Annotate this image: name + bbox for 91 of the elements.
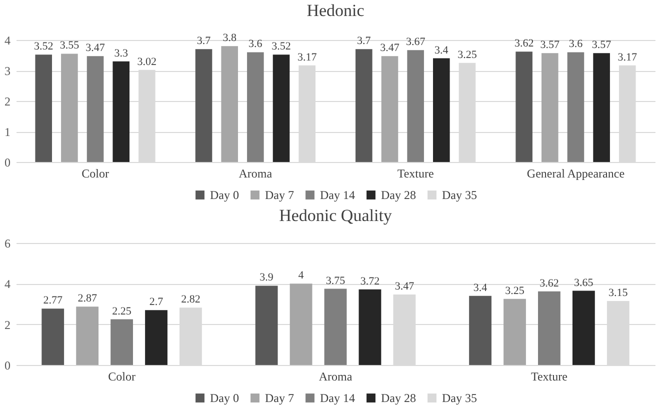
bar xyxy=(358,289,382,365)
chart-title: Hedonic xyxy=(306,1,365,20)
bar xyxy=(86,56,104,162)
bar xyxy=(567,52,584,162)
data-label: 3.75 xyxy=(326,274,346,287)
x-tick-label: Texture xyxy=(530,370,568,384)
x-tick-label: Texture xyxy=(397,166,434,180)
data-label: 3.17 xyxy=(618,51,638,64)
data-label: 3.17 xyxy=(297,51,318,64)
data-label: 2.25 xyxy=(112,305,132,318)
data-label: 3.15 xyxy=(608,286,628,299)
bar xyxy=(324,288,347,365)
bar xyxy=(542,53,558,162)
x-tick-label: Aroma xyxy=(238,166,273,180)
y-tick-label: 2 xyxy=(4,94,10,108)
bar xyxy=(407,50,424,162)
data-label: 2.77 xyxy=(43,294,63,307)
bar xyxy=(290,284,312,365)
bar xyxy=(272,54,290,162)
y-tick-label: 1 xyxy=(4,125,10,139)
bar xyxy=(145,310,168,365)
bar xyxy=(356,49,372,162)
legend-label: Day 7 xyxy=(265,391,294,405)
data-label: 3.62 xyxy=(514,38,534,50)
y-tick-label: 4 xyxy=(4,277,10,292)
data-label: 3.8 xyxy=(222,32,237,44)
bar xyxy=(110,319,133,365)
data-label: 3.52 xyxy=(34,40,54,53)
data-label: 4 xyxy=(298,270,304,282)
chart-title: Hedonic Quality xyxy=(279,206,392,225)
x-tick-label: Color xyxy=(108,370,136,384)
x-tick-label: Aroma xyxy=(318,370,353,384)
data-label: 3.57 xyxy=(592,39,612,52)
data-label: 3.7 xyxy=(357,35,372,48)
y-tick-label: 2 xyxy=(4,318,10,332)
data-label: 3.65 xyxy=(574,276,594,289)
bar xyxy=(35,54,52,162)
y-tick-label: 0 xyxy=(4,358,10,372)
bar xyxy=(76,306,99,365)
bar xyxy=(195,49,212,162)
bar xyxy=(538,291,560,365)
bar xyxy=(433,58,450,162)
legend-label: Day 0 xyxy=(210,391,239,405)
legend-label: Day 35 xyxy=(442,391,477,405)
bar xyxy=(516,52,532,162)
data-label: 3.62 xyxy=(540,277,559,290)
bar xyxy=(593,53,610,162)
y-tick-label: 3 xyxy=(4,64,10,78)
data-label: 3.4 xyxy=(473,282,488,294)
data-label: 3.47 xyxy=(394,280,415,292)
y-tick-label: 6 xyxy=(4,236,10,250)
x-tick-label: General Appearance xyxy=(526,166,625,180)
bar xyxy=(255,286,278,365)
data-label: 3.57 xyxy=(540,39,560,52)
data-label: 2.82 xyxy=(181,294,200,306)
legend-label: Day 28 xyxy=(381,188,416,202)
y-tick-label: 0 xyxy=(4,156,10,170)
data-label: 3.52 xyxy=(272,40,291,53)
bar xyxy=(247,52,264,162)
bar xyxy=(61,54,78,162)
bar xyxy=(221,46,238,162)
data-label: 3.55 xyxy=(60,40,80,52)
data-label: 3.25 xyxy=(458,48,478,61)
data-label: 3.9 xyxy=(260,272,274,284)
data-label: 3.4 xyxy=(434,44,449,56)
x-tick-label: Color xyxy=(82,166,109,180)
legend-label: Day 7 xyxy=(265,188,294,202)
data-label: 2.7 xyxy=(149,296,164,308)
data-label: 3.7 xyxy=(196,35,212,48)
legend-label: Day 14 xyxy=(320,188,355,202)
data-label: 3.67 xyxy=(406,36,426,48)
data-label: 3.72 xyxy=(360,275,380,288)
data-label: 3.47 xyxy=(380,42,400,54)
legend-label: Day 14 xyxy=(320,391,355,405)
data-label: 3.47 xyxy=(86,42,106,54)
bar xyxy=(504,298,526,365)
bar xyxy=(469,296,492,365)
data-label: 2.87 xyxy=(78,292,98,305)
bar xyxy=(42,308,64,365)
data-label: 3.3 xyxy=(114,47,128,60)
legend-label: Day 0 xyxy=(210,188,239,202)
data-label: 3.6 xyxy=(248,38,263,50)
bar xyxy=(572,290,595,365)
bar xyxy=(112,61,130,162)
y-tick-label: 4 xyxy=(4,34,10,48)
data-label: 3.02 xyxy=(137,56,157,68)
data-label: 3.6 xyxy=(568,38,584,50)
bar xyxy=(381,56,398,162)
legend-label: Day 35 xyxy=(442,188,477,202)
legend-label: Day 28 xyxy=(381,391,416,405)
data-label: 3.25 xyxy=(505,284,525,297)
